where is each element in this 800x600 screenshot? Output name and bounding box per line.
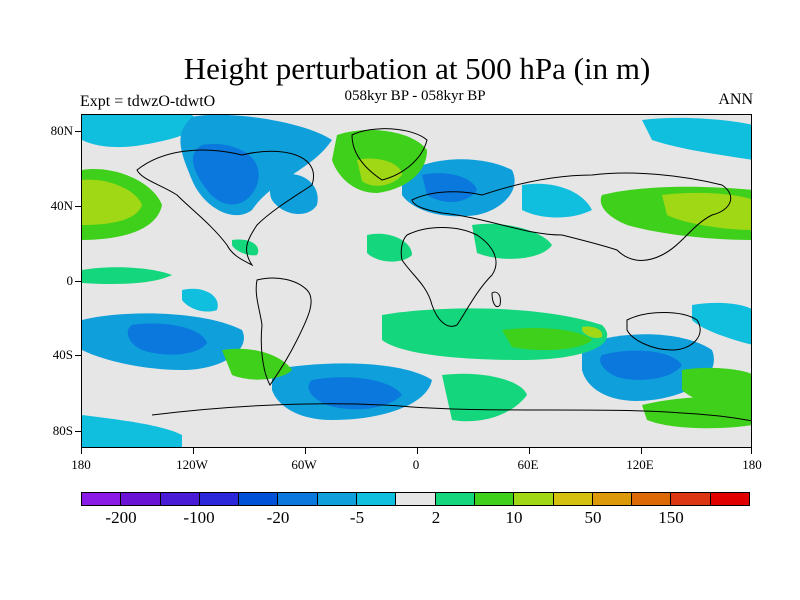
colorbar-swatch xyxy=(514,493,554,505)
colorbar-swatch xyxy=(435,493,475,505)
subtitle: 058kyr BP - 058kyr BP xyxy=(344,88,486,104)
coastlines xyxy=(136,128,751,422)
colorbar-swatch xyxy=(710,493,750,505)
colorbar-swatch xyxy=(278,493,318,505)
lon-label-120e: 120E xyxy=(626,457,654,472)
lat-label-80n: 80N xyxy=(50,123,73,138)
colorbar-swatch xyxy=(82,493,122,505)
contour-map xyxy=(81,114,752,448)
lat-label-40n: 40N xyxy=(50,198,73,213)
colorbar-swatch xyxy=(671,493,711,505)
lon-label-180e: 180 xyxy=(742,457,762,472)
map-field xyxy=(82,115,751,447)
colorbar xyxy=(81,492,750,506)
lon-label-180w: 180 xyxy=(71,457,91,472)
lon-label-0: 0 xyxy=(412,457,420,472)
colorbar-label: -5 xyxy=(349,508,365,527)
lat-label-80s: 80S xyxy=(52,423,73,438)
lon-label-60e: 60E xyxy=(517,457,539,472)
colorbar-label: 150 xyxy=(658,508,684,527)
colorbar-swatch xyxy=(199,493,240,505)
positive-anomaly-regions xyxy=(82,130,751,429)
colorbar-label: 2 xyxy=(431,508,441,527)
colorbar-swatch xyxy=(396,493,436,505)
colorbar-label: 10 xyxy=(505,508,523,527)
colorbar-swatch xyxy=(553,493,593,505)
lon-label-120w: 120W xyxy=(176,457,208,472)
colorbar-swatch xyxy=(632,493,672,505)
colorbar-swatch xyxy=(121,493,161,505)
colorbar-label: 50 xyxy=(584,508,602,527)
colorbar-label: -20 xyxy=(266,508,290,527)
lon-label-60w: 60W xyxy=(291,457,317,472)
colorbar-swatch xyxy=(474,493,515,505)
page-title: Height perturbation at 500 hPa (in m) xyxy=(183,51,651,86)
experiment-label: Expt = tdwzO-tdwtO xyxy=(80,93,216,110)
colorbar-swatch xyxy=(357,493,397,505)
colorbar-swatch xyxy=(592,493,633,505)
colorbar-label: -200 xyxy=(105,508,137,527)
lat-label-0: 0 xyxy=(66,273,74,288)
colorbar-label: -100 xyxy=(183,508,215,527)
lat-label-40s: 40S xyxy=(52,347,73,362)
colorbar-swatch xyxy=(160,493,200,505)
season-label: ANN xyxy=(718,91,753,108)
colorbar-swatch xyxy=(317,493,358,505)
colorbar-swatch xyxy=(239,493,279,505)
